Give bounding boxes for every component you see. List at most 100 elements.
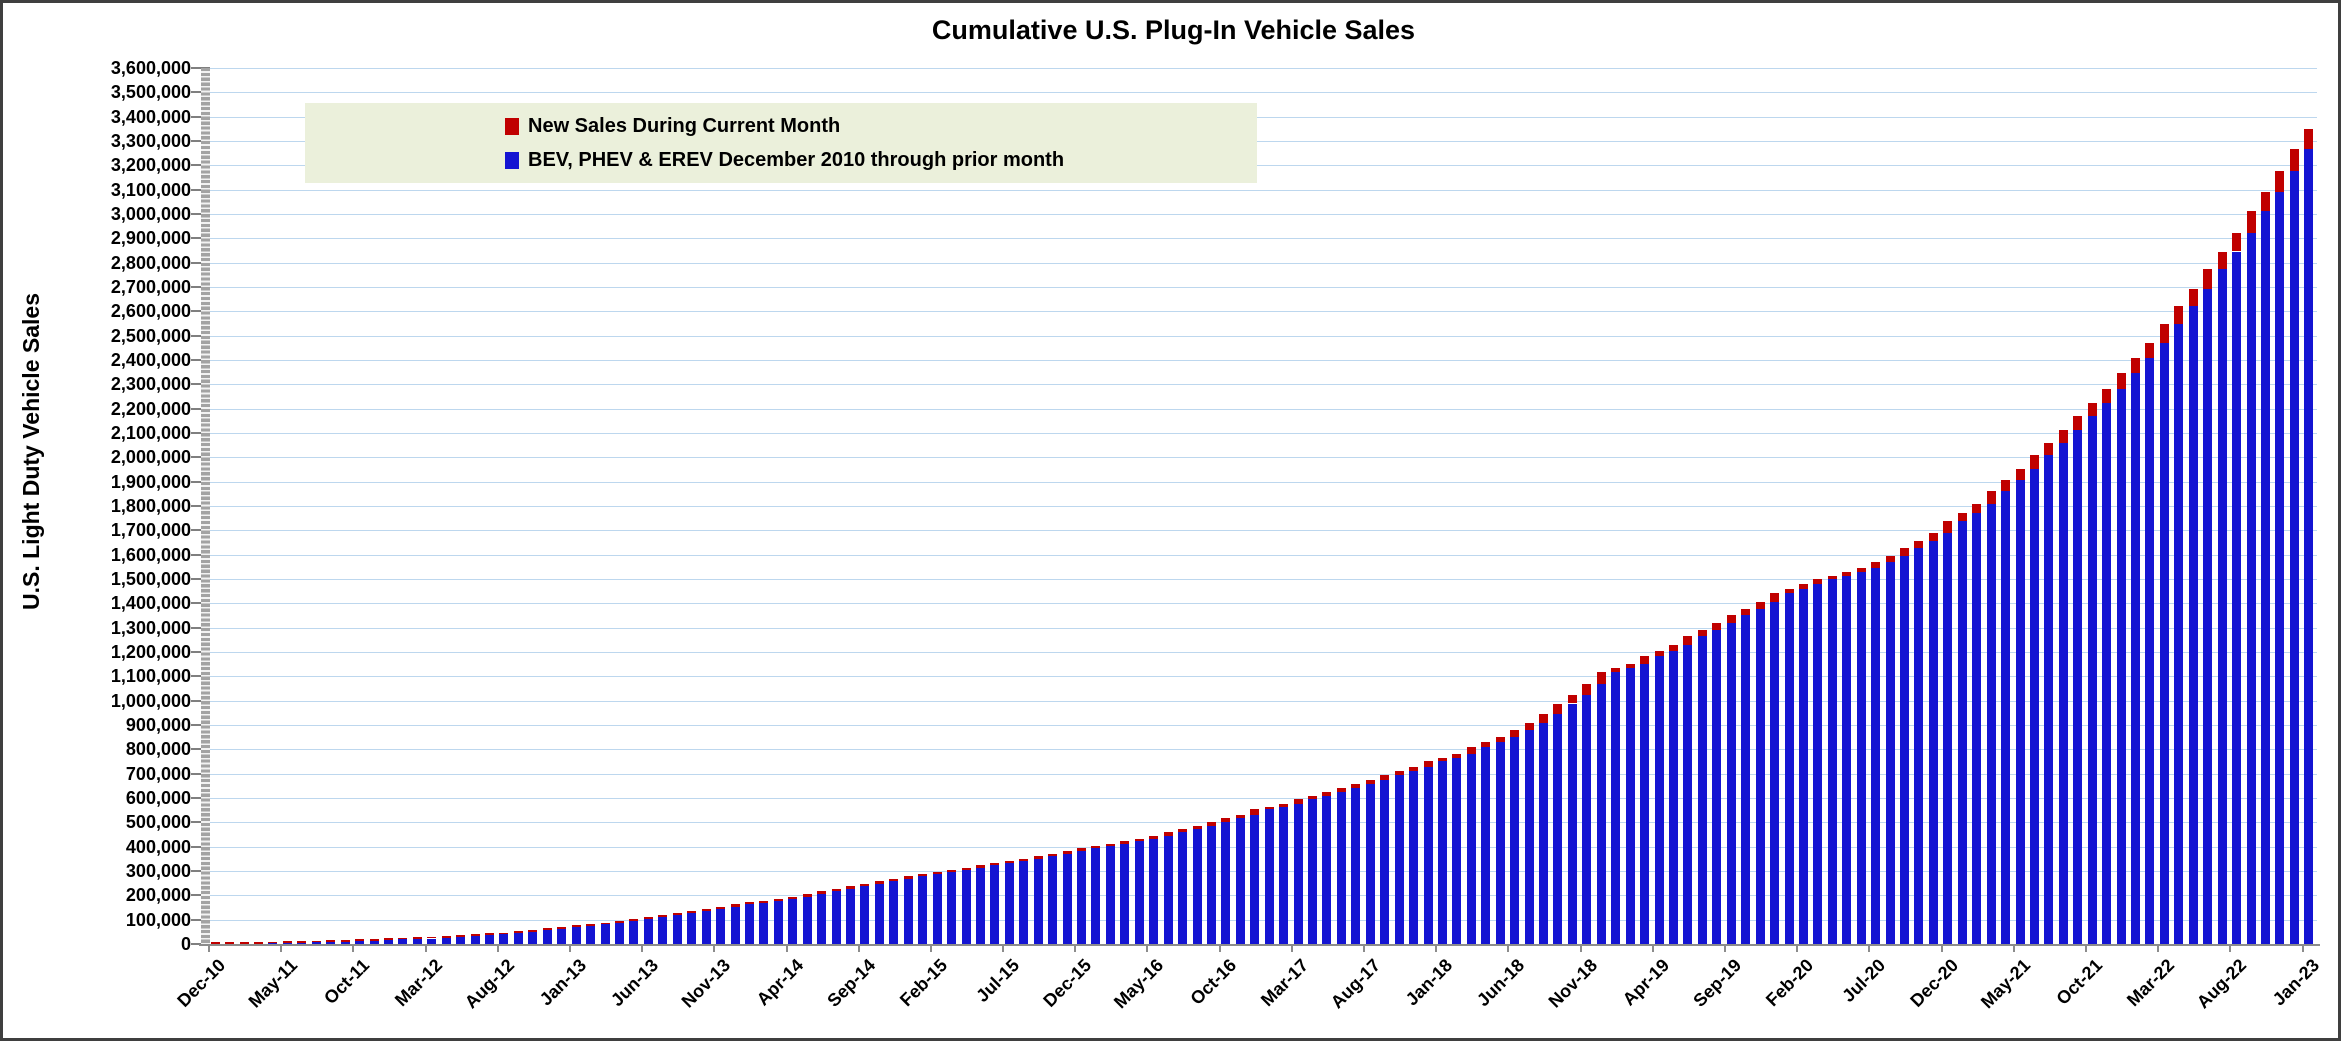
bar-segment-cumulative <box>282 943 292 944</box>
y-tick-label: 2,000,000 <box>110 447 191 468</box>
y-tick-label: 3,500,000 <box>110 82 191 103</box>
bar-segment-new-sales <box>456 935 466 937</box>
bar-segment-new-sales <box>1394 771 1404 775</box>
bar-segment-cumulative <box>542 930 552 944</box>
x-tick <box>2229 944 2232 952</box>
x-tick <box>2301 944 2304 952</box>
bar-segment-new-sales <box>1264 806 1274 810</box>
y-major-tick <box>191 480 210 483</box>
bar-segment-cumulative <box>1957 520 1967 944</box>
bar-segment-new-sales <box>744 902 754 905</box>
x-tick-label-text: Sep-19 <box>1689 955 1746 1011</box>
bar-segment-cumulative <box>932 874 942 944</box>
x-tick-label-text: Nov-18 <box>1544 955 1601 1012</box>
bar-segment-new-sales <box>2102 388 2112 404</box>
bar-segment-cumulative <box>427 938 437 944</box>
bar-segment-cumulative <box>528 931 538 944</box>
bar-segment-new-sales <box>1293 799 1303 804</box>
y-tick-label: 300,000 <box>125 861 191 881</box>
bar-segment-new-sales <box>1770 592 1780 603</box>
bar-segment-new-sales <box>2087 403 2097 416</box>
y-major-tick <box>191 115 210 118</box>
y-gridline <box>207 749 2317 751</box>
y-tick-label: 600,000 <box>125 788 191 808</box>
x-tick-label-text: Oct-21 <box>2052 955 2107 1009</box>
bar-segment-cumulative <box>2116 388 2126 944</box>
x-tick <box>1435 944 1438 952</box>
x-tick-label-text: Mar-22 <box>2123 955 2179 1011</box>
bar-segment-cumulative <box>1510 736 1520 944</box>
x-axis-line <box>199 944 2320 946</box>
y-major-tick <box>191 286 210 288</box>
bar-segment-cumulative <box>600 924 610 944</box>
y-major-tick <box>191 383 210 386</box>
x-tick-label-text: Aug-17 <box>1326 955 1385 1013</box>
y-gridline <box>207 676 2317 678</box>
bar-segment-cumulative <box>456 936 466 944</box>
y-major-tick <box>191 553 210 556</box>
bar-segment-new-sales <box>672 913 682 916</box>
bar-segment-new-sales <box>557 926 567 929</box>
bar-segment-new-sales <box>2044 443 2054 455</box>
y-gridline <box>207 700 2317 702</box>
bar-segment-new-sales <box>658 915 668 918</box>
bar-segment-new-sales <box>2289 149 2299 172</box>
bar-segment-cumulative <box>1943 532 1953 944</box>
bar-segment-cumulative <box>1842 575 1852 944</box>
x-tick-label-text: May-11 <box>244 955 302 1012</box>
y-gridline <box>207 822 2317 824</box>
bar-segment-cumulative <box>961 870 971 944</box>
bar-segment-cumulative <box>311 942 321 944</box>
bar-segment-new-sales <box>1524 723 1534 731</box>
bar-segment-new-sales <box>1495 736 1505 743</box>
bar-segment-new-sales <box>1726 615 1736 623</box>
bar-segment-cumulative <box>1062 853 1072 944</box>
y-tick-label: 1,100,000 <box>110 666 191 687</box>
y-major-tick <box>191 407 210 410</box>
y-tick-label: 2,100,000 <box>110 423 191 443</box>
bar-segment-cumulative <box>1582 695 1592 944</box>
x-tick-label-text: Mar-12 <box>390 955 446 1011</box>
y-tick-label: 3,600,000 <box>110 58 191 78</box>
bar-segment-cumulative <box>2087 415 2097 944</box>
x-tick-label-text: May-21 <box>1976 955 2034 1013</box>
bar-segment-cumulative <box>485 935 495 944</box>
bar-segment-cumulative <box>990 865 1000 944</box>
y-gridline <box>207 238 2317 240</box>
bar-segment-new-sales <box>687 911 697 913</box>
y-major-tick <box>191 626 210 629</box>
y-major-tick <box>191 894 210 897</box>
bar-segment-cumulative <box>730 906 740 944</box>
y-tick-label: 1,400,000 <box>110 593 191 614</box>
bar-segment-new-sales <box>586 923 596 926</box>
y-gridline <box>207 725 2317 726</box>
x-tick <box>1218 944 1221 952</box>
x-tick-label-text: Dec-15 <box>1039 955 1096 1011</box>
y-gridline <box>207 603 2317 605</box>
bar-segment-cumulative <box>1293 803 1303 944</box>
bar-segment-cumulative <box>2174 323 2184 944</box>
x-tick <box>2157 944 2160 952</box>
bar-segment-new-sales <box>975 865 985 868</box>
y-major-tick <box>191 140 210 142</box>
y-gridline <box>207 919 2317 921</box>
x-tick-label-text: May-16 <box>1110 955 1168 1013</box>
bar-segment-cumulative <box>586 925 596 944</box>
bar-segment-cumulative <box>383 940 393 944</box>
y-gridline <box>207 165 2317 167</box>
bar-segment-new-sales <box>528 929 538 932</box>
bar-segment-new-sales <box>614 920 624 923</box>
bar-segment-new-sales <box>1885 555 1895 562</box>
bar-segment-cumulative <box>1813 583 1823 944</box>
x-tick <box>857 944 860 952</box>
y-major-tick <box>191 164 210 167</box>
bar-segment-cumulative <box>1004 862 1014 944</box>
bar-segment-cumulative <box>1697 635 1707 944</box>
bar-segment-cumulative <box>470 936 480 944</box>
y-tick-label: 2,200,000 <box>110 398 191 419</box>
bar-segment-new-sales <box>2159 323 2169 343</box>
y-major-tick <box>191 821 210 824</box>
y-gridline <box>207 895 2317 897</box>
bar-segment-cumulative <box>2044 454 2054 944</box>
x-tick <box>2012 944 2015 952</box>
